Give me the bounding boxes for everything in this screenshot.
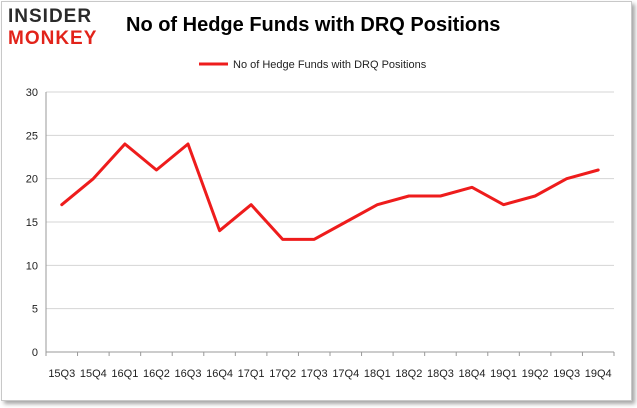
insider-monkey-logo: INSIDER MONKEY [8,7,116,51]
y-tick-label: 20 [26,174,38,186]
x-tick-label: 17Q1 [238,368,265,380]
y-tick-label: 5 [32,304,38,316]
logo-text-top: INSIDER [8,6,93,27]
legend-label: No of Hedge Funds with DRQ Positions [233,59,427,71]
y-tick-label: 10 [26,260,38,272]
x-tick-label: 19Q2 [522,368,549,380]
x-tick-label: 19Q4 [585,368,612,380]
chart-frame [1,1,632,401]
series-line [60,142,600,241]
axes [45,92,615,356]
y-tick-label: 15 [26,217,38,229]
x-tick-label: 18Q3 [427,368,454,380]
y-tick-label: 30 [26,87,38,99]
y-tick-label: 25 [26,130,38,142]
y-tick-labels: 0 5 10 15 20 25 30 [26,87,38,359]
x-tick-label: 16Q3 [175,368,202,380]
x-tick-label: 16Q4 [206,368,233,380]
x-tick-label: 15Q3 [48,368,75,380]
x-tick-label: 17Q2 [269,368,296,380]
x-tick-labels: 15Q3 15Q4 16Q1 16Q2 16Q3 16Q4 17Q1 17Q2 17Q3 17Q4… [48,368,611,380]
legend: No of Hedge Funds with DRQ Positions [199,59,427,71]
x-tick-label: 17Q3 [301,368,328,380]
x-tick-label: 17Q4 [332,368,359,380]
x-tick-label: 18Q4 [459,368,486,380]
x-tick-label: 18Q1 [364,368,391,380]
x-tick-label: 16Q1 [111,368,138,380]
gridlines [46,91,614,310]
chart-title: No of Hedge Funds with DRQ Positions [126,14,501,36]
series-lines [60,142,600,241]
x-tick-label: 18Q2 [395,368,422,380]
x-tick-label: 19Q1 [490,368,517,380]
x-tick-label: 19Q3 [553,368,580,380]
x-tick-label: 16Q2 [143,368,170,380]
logo-text-bottom: MONKEY [8,28,98,49]
x-tick-label: 15Q4 [80,368,107,380]
y-tick-label: 0 [32,347,38,359]
